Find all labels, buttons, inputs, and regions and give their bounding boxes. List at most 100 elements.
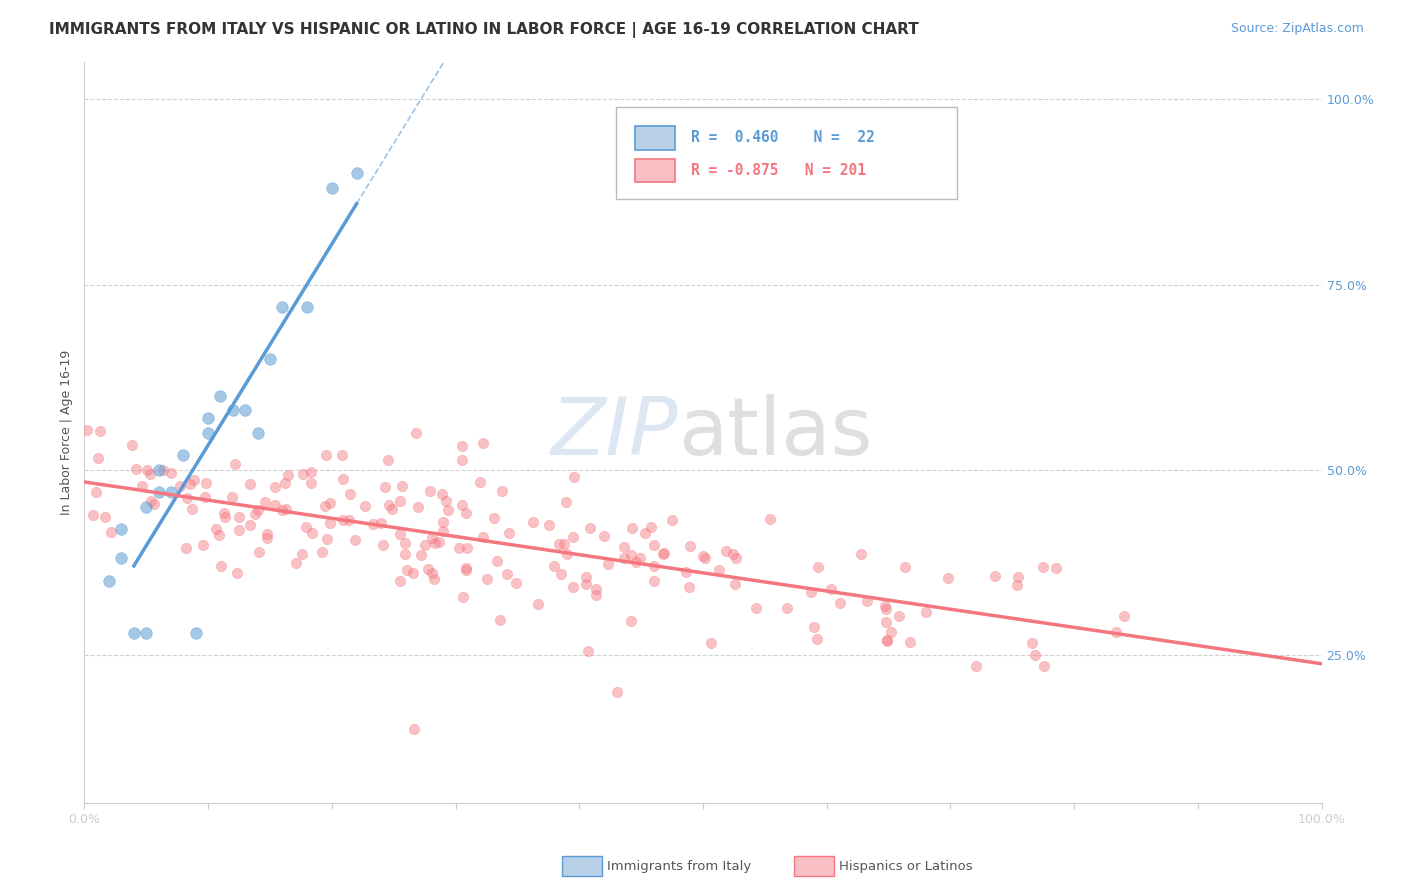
Point — [451, 498, 474, 512]
Point — [422, 566, 444, 580]
Point — [84, 484, 107, 499]
Point — [259, 351, 281, 366]
Point — [652, 546, 675, 560]
Point — [160, 467, 183, 481]
Point — [110, 522, 132, 536]
Point — [205, 522, 228, 536]
Point — [172, 448, 194, 462]
Text: atlas: atlas — [678, 393, 873, 472]
Point — [148, 484, 170, 499]
Point — [856, 594, 879, 608]
Point — [239, 517, 262, 532]
Point — [197, 410, 219, 425]
Point — [354, 499, 377, 513]
Point — [253, 495, 276, 509]
Point — [436, 502, 458, 516]
Point — [550, 566, 572, 581]
Point — [489, 613, 512, 627]
Point — [721, 547, 744, 561]
Point — [803, 620, 825, 634]
Point — [564, 470, 586, 484]
Point — [699, 636, 721, 650]
Point — [125, 461, 148, 475]
Point — [495, 566, 517, 581]
Point — [475, 572, 498, 586]
Point — [491, 483, 513, 498]
Point — [965, 658, 987, 673]
Point — [409, 548, 432, 562]
Point — [606, 685, 628, 699]
Point — [332, 473, 354, 487]
Point — [224, 457, 246, 471]
Point — [456, 561, 478, 575]
Point — [894, 560, 917, 574]
Point — [585, 582, 607, 596]
Point — [299, 465, 322, 479]
Point — [332, 513, 354, 527]
Point — [76, 423, 98, 437]
Point — [94, 509, 117, 524]
Point — [1032, 560, 1054, 574]
Point — [89, 424, 111, 438]
Point — [1007, 570, 1029, 584]
Point — [620, 548, 643, 562]
Point — [626, 554, 648, 568]
Point — [401, 566, 423, 581]
Point — [419, 483, 441, 498]
Text: Source: ZipAtlas.com: Source: ZipAtlas.com — [1230, 22, 1364, 36]
Point — [197, 425, 219, 440]
Point — [228, 523, 250, 537]
Point — [316, 532, 339, 546]
Point — [98, 574, 121, 588]
Point — [87, 450, 110, 465]
Point — [1045, 560, 1067, 574]
Point — [450, 452, 472, 467]
Point — [538, 517, 561, 532]
Point — [274, 501, 297, 516]
Point — [887, 608, 910, 623]
Point — [643, 537, 665, 551]
Point — [543, 559, 565, 574]
Point — [139, 494, 162, 508]
Point — [695, 551, 717, 566]
Point — [388, 574, 411, 588]
Point — [1024, 648, 1046, 662]
Point — [180, 501, 202, 516]
Point — [285, 556, 308, 570]
FancyBboxPatch shape — [636, 126, 675, 150]
Point — [271, 300, 294, 314]
Point — [427, 534, 450, 549]
Point — [873, 599, 896, 614]
Point — [136, 463, 159, 477]
Point — [984, 569, 1007, 583]
Point — [449, 541, 471, 555]
Point — [394, 536, 416, 550]
Point — [432, 515, 454, 529]
Point — [208, 528, 231, 542]
Point — [377, 498, 399, 512]
Point — [263, 499, 285, 513]
Point — [121, 438, 143, 452]
Point — [402, 722, 425, 736]
Point — [485, 554, 508, 568]
Point — [413, 538, 436, 552]
Point — [370, 516, 392, 530]
Point — [214, 510, 236, 524]
Text: R =  0.460    N =  22: R = 0.460 N = 22 — [690, 130, 875, 145]
Point — [292, 467, 315, 481]
Point — [361, 516, 384, 531]
Point — [243, 508, 266, 522]
Point — [371, 538, 394, 552]
Point — [295, 300, 318, 314]
Point — [876, 632, 898, 647]
Point — [454, 563, 477, 577]
Point — [1114, 608, 1136, 623]
Point — [406, 500, 429, 514]
Point — [598, 557, 620, 571]
Point — [553, 537, 575, 551]
Point — [321, 181, 343, 195]
Point — [247, 545, 270, 559]
Point — [430, 487, 453, 501]
Point — [498, 525, 520, 540]
Point — [110, 551, 132, 566]
